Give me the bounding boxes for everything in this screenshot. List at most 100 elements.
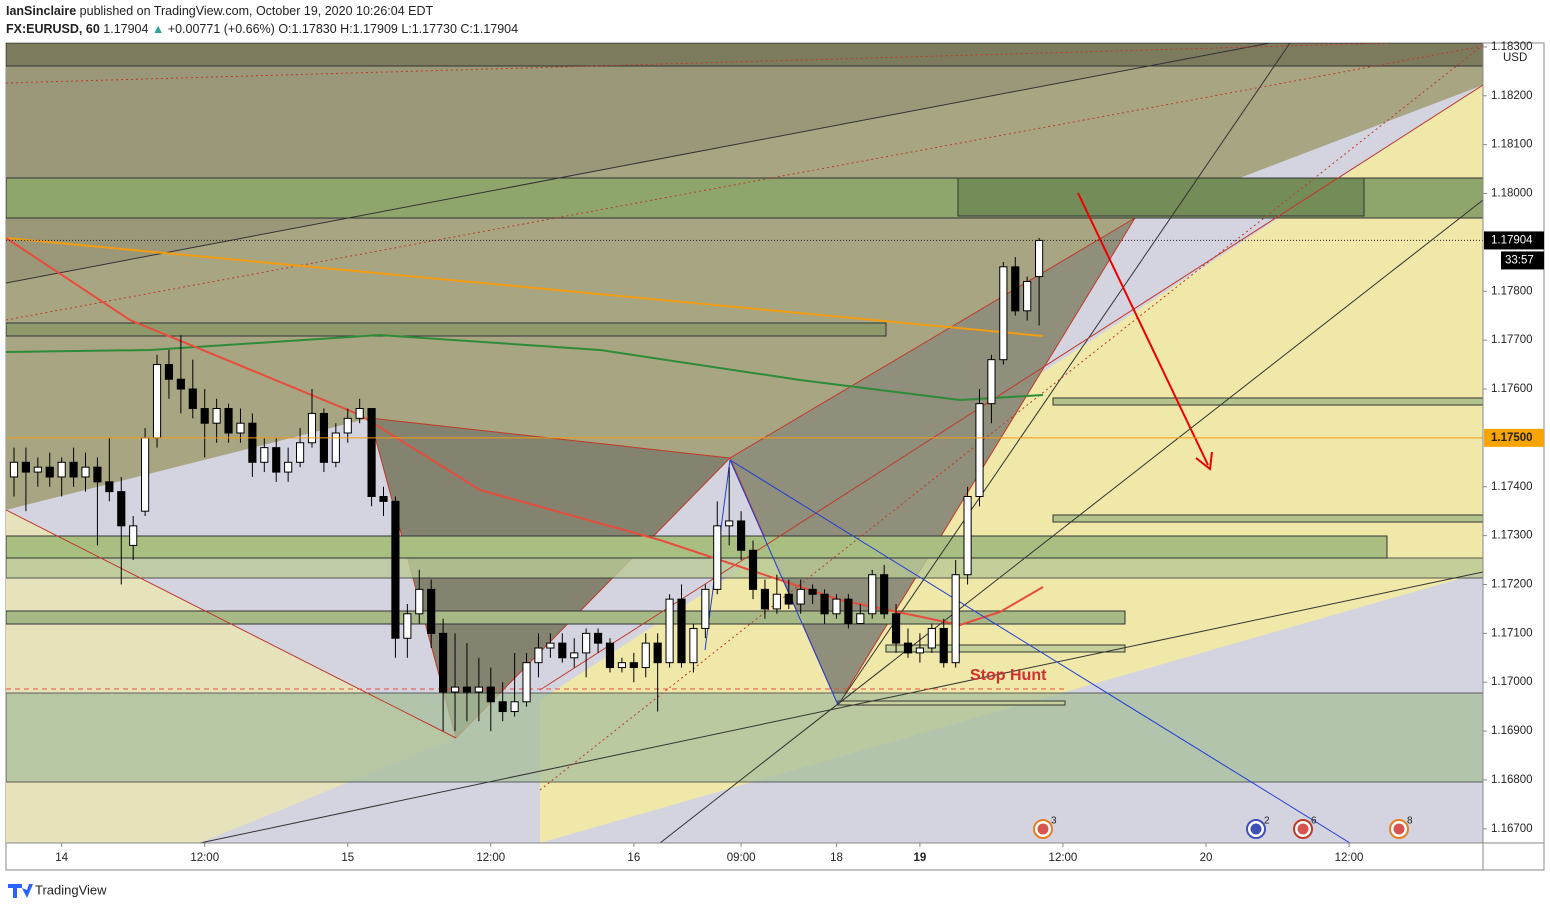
x-tick-label: 12:00 (1049, 852, 1078, 864)
candle-body (689, 627, 698, 664)
x-tick-label: 12:00 (190, 852, 219, 864)
event-flag (1250, 823, 1262, 835)
y-tick-label: 1.18100 (1491, 139, 1533, 151)
candle-body (307, 412, 317, 444)
candle-body (737, 520, 746, 551)
currency: USD (1503, 52, 1527, 64)
candle-body (868, 574, 877, 615)
event-count: 8 (1407, 816, 1413, 827)
zone (957, 177, 1365, 217)
footer-brand: TradingView (35, 882, 107, 897)
zone (1052, 397, 1483, 406)
candle-body (331, 432, 340, 463)
candle-body (474, 686, 483, 693)
candle-body (915, 647, 924, 654)
axes: 1.16700 1.16800 1.16900 1.17000 1.17100 1.172… (55, 41, 1544, 864)
trend-line (659, 199, 1483, 843)
candle-body (534, 647, 543, 664)
y-tick-label: 1.17700 (1491, 334, 1533, 346)
last: 1.17904 (103, 22, 148, 36)
y-tick-label: 1.18200 (1491, 90, 1533, 102)
blue-line (729, 459, 1351, 843)
candle-body (891, 613, 901, 644)
candle-body (880, 574, 889, 615)
zone (885, 644, 1126, 653)
y-tick-label: 1.17300 (1491, 530, 1533, 542)
annotation: Stop Hunt (970, 667, 1047, 684)
candle-body (93, 466, 102, 483)
y-tick-label: 1.17000 (1491, 676, 1533, 688)
event-count: 3 (1051, 816, 1057, 827)
y-tick-label: 1.17800 (1491, 285, 1533, 297)
candle-body (498, 701, 507, 713)
zone (540, 85, 1483, 843)
x-tick-label: 20 (1200, 852, 1213, 864)
x-tick-label: 12:00 (1335, 852, 1364, 864)
trend-line (6, 43, 1271, 284)
blue-line (729, 459, 839, 706)
candle-body (129, 525, 138, 546)
event-flag (1297, 823, 1309, 835)
y-tick-label: 1.16800 (1491, 774, 1533, 786)
candle-body (593, 632, 603, 644)
event-count: 6 (1311, 816, 1317, 827)
candle-body (21, 461, 30, 473)
candle-body (117, 491, 126, 527)
candle-body (9, 461, 19, 478)
candle-body (57, 461, 66, 478)
published: published on TradingView.com, October 19… (80, 4, 434, 18)
candle-body (665, 598, 674, 664)
zone (837, 700, 1066, 706)
candle-body (427, 588, 436, 634)
arrow (1077, 192, 1209, 466)
publisher: IanSinclaire (6, 4, 76, 18)
candle-body (784, 593, 793, 605)
candle-body (713, 525, 722, 590)
candle-body (558, 642, 567, 659)
candle-body (856, 613, 865, 625)
candle-body (450, 686, 460, 693)
candle-body (570, 652, 579, 659)
candle-body (796, 588, 805, 605)
candle-body (999, 266, 1008, 361)
last-price-label: 1.17904 (1491, 234, 1533, 246)
y-tick-label: 1.18000 (1491, 188, 1533, 200)
candle-body (903, 642, 913, 654)
candle-body (725, 520, 734, 527)
candle-body (772, 593, 781, 610)
price-line-label: 1.17500 (1491, 432, 1533, 444)
candle-body (295, 442, 305, 463)
candle-body (1011, 266, 1020, 312)
candle-body (105, 481, 114, 493)
y-tick-label: 1.17100 (1491, 627, 1533, 639)
zone (6, 535, 1388, 559)
candle-body (236, 422, 245, 434)
x-tick-label: 19 (914, 852, 927, 864)
zone (6, 692, 1483, 783)
candle-body (260, 447, 269, 463)
candle-body (403, 613, 412, 639)
candle-body (164, 364, 174, 380)
dotted-line (6, 45, 1483, 321)
y-tick-label: 1.17600 (1491, 383, 1533, 395)
trend-line (199, 571, 1483, 843)
x-tick-label: 18 (830, 852, 843, 864)
arrow-head (1195, 451, 1213, 471)
event-count: 2 (1264, 816, 1270, 827)
trend-line (6, 509, 457, 739)
candle-body (748, 549, 758, 590)
candle-body (391, 500, 400, 639)
candle-body (975, 403, 984, 498)
candle-body (462, 686, 472, 693)
y-tick-label: 1.17200 (1491, 579, 1533, 591)
candle-body (355, 408, 364, 419)
moving-average (6, 237, 1044, 627)
candle-body (272, 447, 281, 473)
y-tick-label: 1.16700 (1491, 823, 1533, 835)
candle-body (701, 588, 710, 629)
candle-body (45, 466, 54, 478)
candle-body (212, 408, 221, 424)
candle-body (439, 632, 448, 693)
candle-body (641, 642, 650, 669)
